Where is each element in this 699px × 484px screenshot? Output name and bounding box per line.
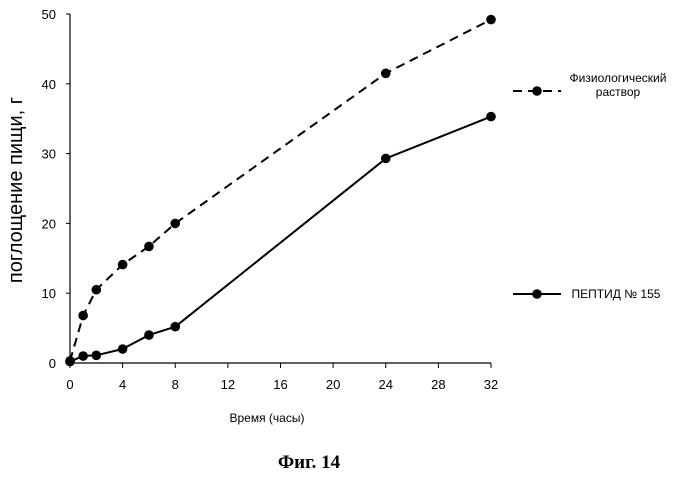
- data-point: [78, 310, 88, 321]
- y-tick-label: 50: [42, 7, 56, 22]
- chart-axes: 0 10 20 30 40 50 0 4 8 12 16 20 24 28 32: [42, 7, 499, 392]
- legend-label: ПЕПТИД № 155: [572, 287, 661, 301]
- figure-caption: Фиг. 14: [278, 452, 341, 473]
- legend-label: Физиологический раствор: [570, 71, 667, 99]
- legend-entry: Физиологический раствор: [513, 71, 666, 99]
- legend-label-line: ПЕПТИД № 155: [572, 287, 661, 301]
- data-point: [170, 218, 181, 229]
- series-line: [69, 115, 492, 363]
- x-tick-label: 0: [66, 377, 73, 392]
- chart-series: [65, 14, 496, 367]
- x-tick-label: 16: [273, 377, 287, 392]
- x-axis-label: Время (часы): [230, 411, 305, 425]
- x-tick-label: 32: [484, 377, 498, 392]
- data-point: [117, 344, 128, 354]
- x-tick-label: 28: [431, 377, 445, 392]
- series-line: [69, 18, 492, 362]
- data-point: [144, 241, 154, 252]
- series-group: [65, 14, 496, 366]
- x-tick-label: 8: [172, 377, 179, 392]
- y-tick-label: 10: [42, 286, 56, 301]
- data-point: [78, 351, 88, 361]
- y-tick-label: 0: [49, 356, 56, 371]
- y-axis-label: поглощение пищи, г: [5, 97, 27, 283]
- data-point: [65, 356, 75, 367]
- legend-marker: [532, 289, 542, 299]
- data-point: [170, 321, 181, 332]
- legend-entry: ПЕПТИД № 155: [513, 287, 661, 301]
- x-tick-label: 24: [379, 377, 393, 392]
- chart-legend: Физиологический раствор ПЕПТИД № 155: [513, 71, 666, 301]
- data-point: [91, 350, 102, 361]
- y-tick-label: 30: [42, 147, 56, 162]
- legend-label-line: раствор: [596, 85, 641, 99]
- data-point: [144, 330, 154, 340]
- data-point: [91, 284, 102, 295]
- legend-label-line: Физиологический: [570, 71, 667, 85]
- series-group: [65, 111, 496, 367]
- y-tick-label: 20: [42, 216, 56, 231]
- x-tick-label: 12: [221, 377, 235, 392]
- legend-marker: [532, 86, 542, 96]
- x-tick-label: 4: [119, 377, 126, 392]
- data-point: [117, 259, 128, 270]
- data-point: [486, 14, 496, 25]
- x-tick-label: 20: [326, 377, 340, 392]
- y-tick-label: 40: [42, 77, 56, 92]
- data-point: [380, 68, 391, 79]
- data-point: [486, 111, 496, 122]
- data-point: [380, 153, 391, 164]
